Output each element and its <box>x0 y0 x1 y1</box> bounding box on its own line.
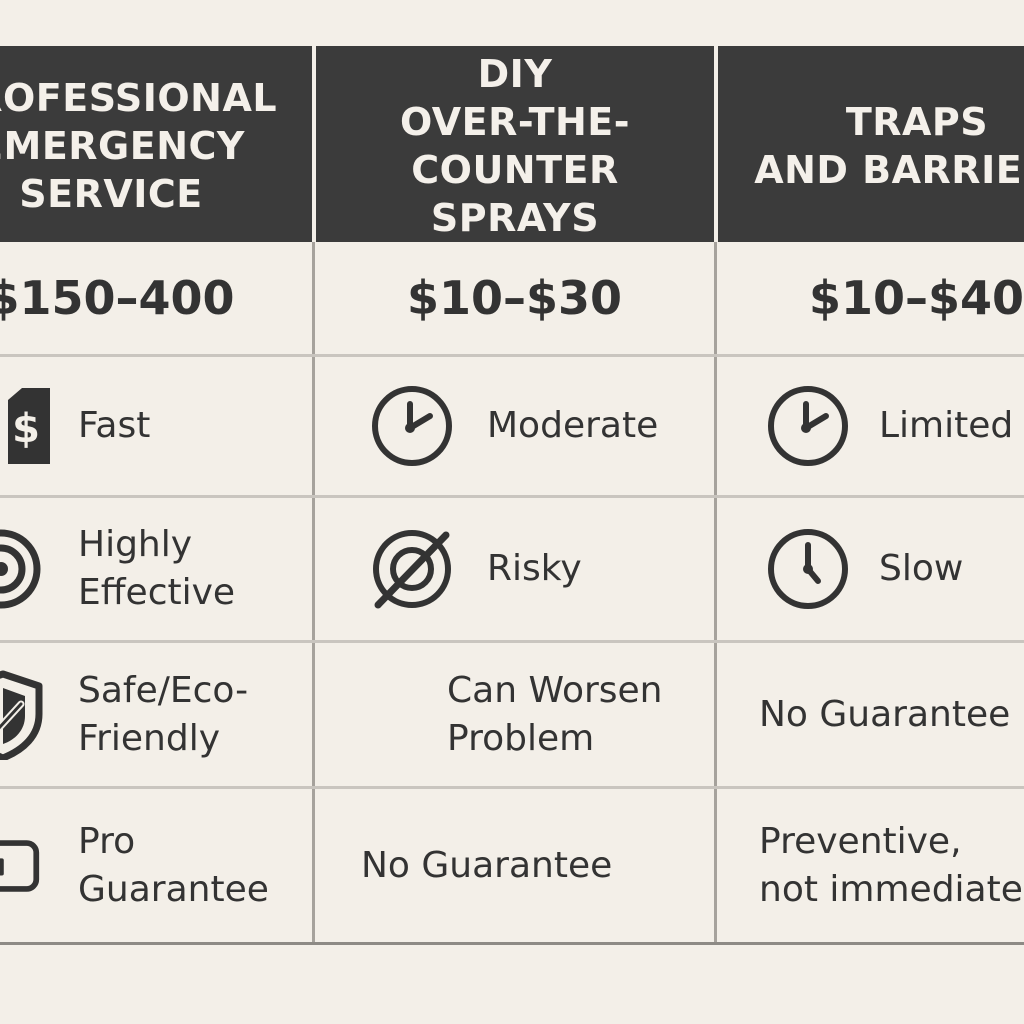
table-row: Safe/Eco- Friendly Can Worsen Problem No… <box>0 643 1024 789</box>
cell-label: Risky <box>487 548 582 589</box>
target-icon <box>0 526 44 612</box>
clock-icon <box>765 526 851 612</box>
cell-label: Highly Effective <box>78 524 236 613</box>
cell-label: Can Worsen Problem <box>447 669 663 759</box>
table-cell: No Guarantee <box>714 643 1024 786</box>
cell-label: Slow <box>879 548 964 589</box>
svg-text:$: $ <box>12 406 40 452</box>
table-row: Highly Effective Risky <box>0 498 1024 643</box>
header-label: TRAPS AND BARRIERS <box>754 100 1024 192</box>
table-cell: Risky <box>312 498 714 640</box>
table-cell: Slow <box>714 498 1024 640</box>
column-header-professional: PROFESSIONAL EMERGENCY SERVICE <box>0 46 312 242</box>
cell-label: Preventive, not immediate <box>759 820 1023 910</box>
price-row: $150–400 $10–$30 $10–$40 <box>0 242 1024 357</box>
header-label: PROFESSIONAL EMERGENCY SERVICE <box>0 76 278 216</box>
clock-icon <box>369 383 455 469</box>
cell-label: No Guarantee <box>361 844 613 886</box>
table-cell: Can Worsen Problem <box>312 643 714 786</box>
table-cell: Highly Effective <box>0 498 312 640</box>
cell-label: No Guarantee <box>759 693 1011 735</box>
table-cell: Preventive, not immediate <box>714 789 1024 942</box>
table-cell: $ Fast <box>0 357 312 495</box>
cell-label: Fast <box>78 405 151 446</box>
shield-check-icon <box>0 670 46 760</box>
column-header-traps: TRAPS AND BARRIERS <box>714 46 1024 242</box>
price-cell: $10–$40 <box>714 242 1024 354</box>
cell-label: Limited <box>879 405 1014 446</box>
table-cell: Limited <box>714 357 1024 495</box>
price-cell: $150–400 <box>0 271 235 325</box>
price-tag-icon: $ <box>0 383 72 469</box>
cell-label: Pro Guarantee <box>78 820 269 910</box>
header-label: DIY OVER-THE-COUNTER SPRAYS <box>399 52 631 240</box>
cell-label: Safe/Eco- Friendly <box>78 669 249 759</box>
table-cell: Moderate <box>312 357 714 495</box>
table-row: Pro Guarantee No Guarantee Preventive, n… <box>0 789 1024 945</box>
table-cell: No Guarantee <box>312 789 714 942</box>
table-cell: Safe/Eco- Friendly <box>0 643 312 786</box>
cell-label: Moderate <box>487 405 659 446</box>
table-row: $ Fast Moderate <box>0 357 1024 498</box>
column-header-diy: DIY OVER-THE-COUNTER SPRAYS <box>312 46 714 242</box>
no-target-icon <box>369 526 455 612</box>
badge-icon <box>0 823 42 909</box>
price-cell: $10–$30 <box>312 242 714 354</box>
header-row: PROFESSIONAL EMERGENCY SERVICE DIY OVER-… <box>0 46 1024 242</box>
table-cell: Pro Guarantee <box>0 789 312 942</box>
clock-icon <box>765 383 851 469</box>
comparison-table: PROFESSIONAL EMERGENCY SERVICE DIY OVER-… <box>0 46 1024 945</box>
